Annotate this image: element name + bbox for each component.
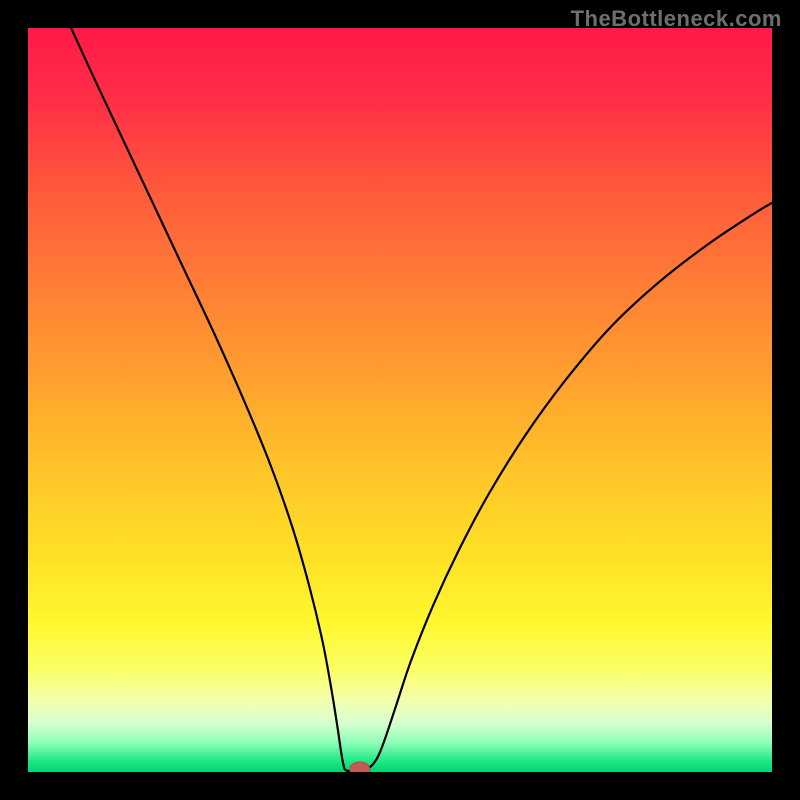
watermark-text: TheBottleneck.com: [571, 6, 782, 32]
chart-frame: TheBottleneck.com: [0, 0, 800, 800]
bottleneck-curve-svg: [28, 28, 772, 772]
plot-area: [28, 28, 772, 772]
bottleneck-marker: [350, 762, 370, 772]
bottleneck-curve-path: [71, 28, 772, 771]
